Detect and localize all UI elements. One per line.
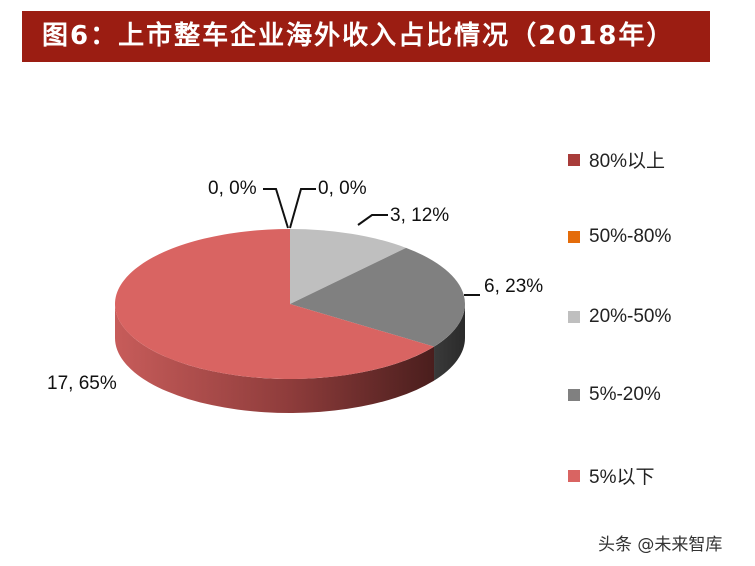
- leader-lines: [263, 188, 480, 296]
- data-label-under5: 17, 65%: [47, 373, 117, 394]
- legend-swatch: [568, 311, 580, 323]
- leader-line-20-50: [357, 214, 388, 226]
- legend-item-80plus: 80%以上: [568, 146, 665, 173]
- legend-item-5-20: 5%-20%: [568, 384, 661, 406]
- leader-line-50-80: [289, 188, 316, 229]
- slice-top-4: [115, 229, 435, 379]
- legend-label: 5%以下: [589, 467, 655, 488]
- legend-item-50-80: 50%-80%: [568, 226, 671, 248]
- slice-top-2: [290, 229, 407, 304]
- watermark: 头条 @未来智库: [598, 535, 723, 555]
- legend-item-20-50: 20%-50%: [568, 306, 671, 328]
- legend-item-under5: 5%以下: [568, 462, 654, 489]
- chart-title: 图6：上市整车企业海外收入占比情况（2018年）: [22, 11, 710, 62]
- legend-swatch: [568, 389, 580, 401]
- legend-label: 50%-80%: [589, 226, 672, 247]
- legend-label: 20%-50%: [589, 306, 672, 327]
- leader-line-80plus: [263, 188, 289, 229]
- data-label-5-20: 6, 23%: [484, 276, 543, 297]
- legend-swatch: [568, 231, 580, 243]
- pie-slices: [115, 229, 465, 413]
- legend-label: 80%以上: [589, 151, 666, 172]
- legend-swatch: [568, 469, 580, 482]
- data-label-50-80: 0, 0%: [318, 178, 367, 199]
- slice-side: [115, 304, 435, 413]
- slice-side: [434, 304, 465, 381]
- data-label-20-50: 3, 12%: [390, 205, 449, 226]
- legend-label: 5%-20%: [589, 384, 661, 405]
- legend-swatch: [568, 153, 580, 166]
- data-label-80plus: 0, 0%: [208, 178, 257, 199]
- slice-top-3: [290, 247, 465, 347]
